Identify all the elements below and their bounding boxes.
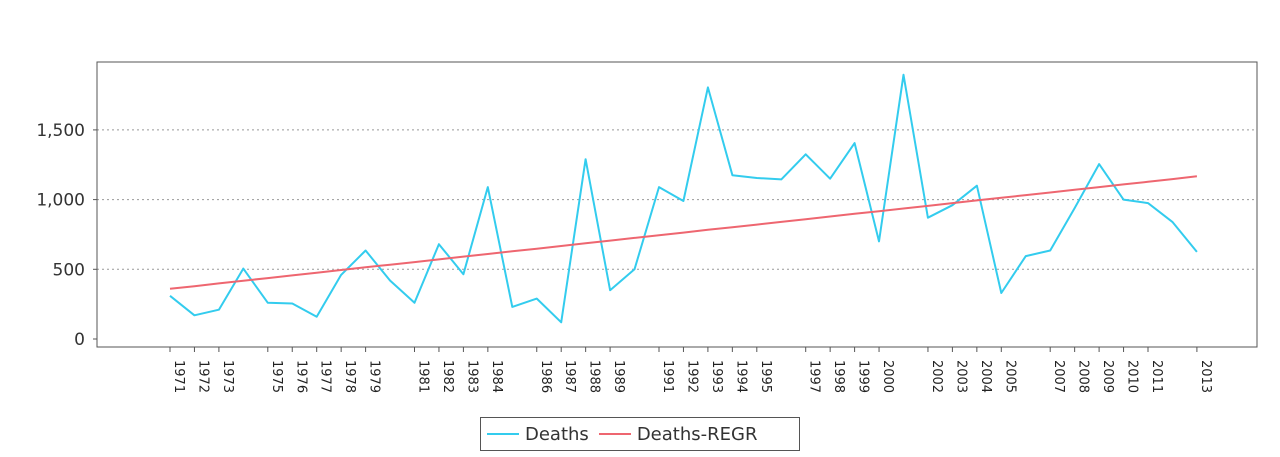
x-tick-label: 1989 bbox=[611, 360, 626, 393]
x-tick-label: 1998 bbox=[831, 360, 846, 393]
x-tick-label: 1986 bbox=[538, 360, 553, 393]
x-tick-label: 1982 bbox=[440, 360, 455, 393]
series-line-deaths-regr bbox=[169, 175, 1198, 290]
series-line-deaths bbox=[169, 73, 1198, 324]
x-tick-label: 2008 bbox=[1076, 360, 1091, 393]
x-tick-label: 2013 bbox=[1198, 360, 1213, 393]
x-tick-label: 1971 bbox=[171, 360, 186, 393]
y-axis: 0 500 1,000 1,500 bbox=[36, 121, 97, 350]
x-tick-label: 1973 bbox=[220, 360, 235, 393]
x-tick-label: 1995 bbox=[758, 360, 773, 393]
x-tick-label: 2003 bbox=[953, 360, 968, 393]
x-tick-label: 1981 bbox=[416, 360, 431, 393]
plot-area-border bbox=[96, 61, 1258, 348]
y-tick-label: 1,000 bbox=[36, 191, 85, 211]
series-group bbox=[169, 73, 1198, 324]
x-tick-label: 1978 bbox=[342, 360, 357, 393]
legend-item-deaths: Deaths bbox=[487, 424, 589, 445]
x-tick-label: 2002 bbox=[929, 360, 944, 393]
x-tick-label: 2004 bbox=[978, 360, 993, 393]
gridlines bbox=[97, 129, 1257, 270]
legend-label-deaths: Deaths bbox=[525, 423, 589, 445]
x-tick-label: 1999 bbox=[856, 360, 871, 393]
x-tick-label: 1987 bbox=[562, 360, 577, 393]
x-tick-label: 2010 bbox=[1125, 360, 1140, 393]
x-tick-label: 2000 bbox=[880, 360, 895, 393]
legend: Deaths Deaths-REGR bbox=[480, 417, 800, 451]
y-tick-label: 500 bbox=[53, 260, 85, 280]
legend-swatch-deaths-regr bbox=[598, 433, 631, 435]
legend-swatch-deaths bbox=[487, 433, 519, 435]
legend-label-deaths-regr: Deaths-REGR bbox=[636, 423, 758, 445]
x-tick-label: 1993 bbox=[709, 360, 724, 393]
y-tick-label: 0 bbox=[74, 330, 85, 350]
x-tick-label: 1972 bbox=[195, 360, 210, 393]
x-tick-label: 1975 bbox=[269, 360, 284, 393]
x-tick-label: 1984 bbox=[489, 360, 504, 393]
x-tick-label: 2007 bbox=[1051, 360, 1066, 393]
x-tick-label: 1992 bbox=[684, 360, 699, 393]
x-tick-label: 1979 bbox=[367, 360, 382, 393]
x-axis: 1971 1972 1973 1975 1976 1977 1978 1979 1981 1982… bbox=[169, 347, 1213, 393]
x-tick-label: 1997 bbox=[807, 360, 822, 393]
x-tick-label: 1988 bbox=[587, 360, 602, 393]
x-tick-label: 1977 bbox=[318, 360, 333, 393]
x-tick-label: 2005 bbox=[1002, 360, 1017, 393]
x-tick-label: 1983 bbox=[464, 360, 479, 393]
x-tick-label: 2009 bbox=[1100, 360, 1115, 393]
legend-item-deaths-regr: Deaths-REGR bbox=[598, 423, 758, 445]
x-tick-label: 1976 bbox=[293, 360, 308, 393]
x-tick-label: 1991 bbox=[660, 360, 675, 393]
x-tick-label: 1994 bbox=[733, 360, 748, 393]
x-tick-label: 2011 bbox=[1149, 360, 1164, 393]
y-tick-label: 1,500 bbox=[36, 121, 85, 141]
